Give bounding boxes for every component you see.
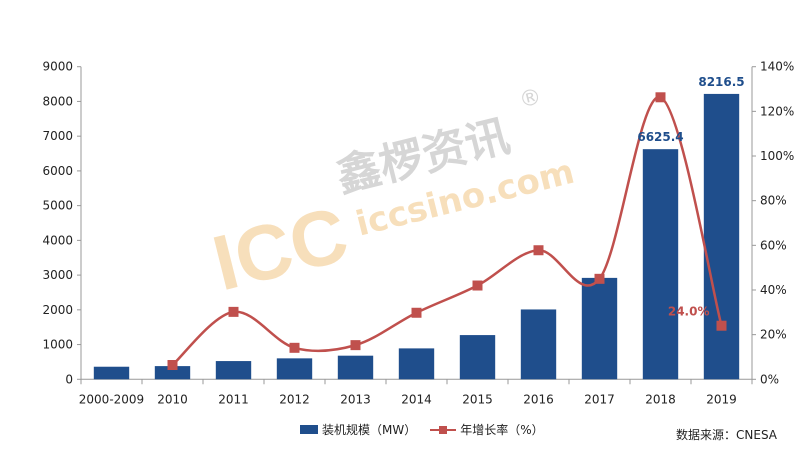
bar-2000-2009 (93, 366, 130, 380)
left-tick-label: 7000 (42, 129, 73, 143)
left-tick-label: 6000 (42, 164, 73, 178)
right-tick-label: 60% (760, 238, 787, 252)
growth-marker-2019 (716, 320, 727, 331)
bar-2014 (398, 348, 435, 380)
x-tick-label: 2017 (584, 392, 615, 406)
source-note: 数据来源：CNESA (676, 428, 777, 442)
bar-2016 (520, 309, 557, 380)
growth-marker-2017 (594, 273, 605, 284)
left-tick-label: 5000 (42, 199, 73, 213)
left-tick-label: 8000 (42, 94, 73, 108)
left-tick-label: 2000 (42, 303, 73, 317)
legend-line-swatch (430, 425, 457, 434)
growth-marker-2013 (350, 340, 361, 351)
growth-marker-2018 (655, 92, 666, 103)
data-label-bar-2018: 6625.4 (637, 130, 683, 144)
right-tick-label: 80% (760, 194, 787, 208)
right-tick-label: 140% (760, 60, 794, 74)
watermark-mark: ® (517, 84, 544, 114)
growth-marker-2011 (228, 306, 239, 317)
bar-2018 (642, 149, 679, 380)
watermark-logo: ICC 鑫椤资讯 iccsino.com ® (205, 84, 579, 307)
x-tick-label: 2018 (645, 392, 676, 406)
legend: 装机规模（MW） 年增长率（%） (300, 421, 544, 438)
bar-2010 (154, 366, 191, 380)
growth-marker-2015 (472, 280, 483, 291)
bar-2012 (276, 358, 313, 380)
watermark-icc: ICC (205, 189, 357, 307)
left-tick-label: 4000 (42, 233, 73, 247)
x-tick-label: 2011 (218, 392, 249, 406)
x-tick-label: 2015 (462, 392, 493, 406)
left-tick-label: 0 (65, 372, 73, 386)
x-tick-label: 2012 (279, 392, 310, 406)
x-tick-label: 2016 (523, 392, 554, 406)
growth-marker-2014 (411, 307, 422, 318)
growth-marker-2016 (533, 245, 544, 256)
legend-item-bar: 装机规模（MW） (300, 421, 416, 438)
right-tick-label: 40% (760, 283, 787, 297)
bar-2015 (459, 335, 496, 380)
bar-2019 (703, 93, 740, 380)
x-tick-label: 2000-2009 (79, 392, 144, 406)
growth-marker-2012 (289, 342, 300, 353)
data-label-bar-2019: 8216.5 (698, 75, 744, 89)
x-tick-label: 2013 (340, 392, 371, 406)
x-tick-label: 2019 (706, 392, 737, 406)
legend-bar-swatch (300, 425, 318, 434)
legend-item-line: 年增长率（%） (430, 421, 544, 438)
left-tick-label: 9000 (42, 60, 73, 74)
bar-2011 (215, 361, 252, 380)
growth-marker-2010 (167, 360, 178, 371)
bar-2013 (337, 355, 374, 380)
bar-2017 (581, 277, 618, 380)
data-label-line-2019: 24.0% (668, 305, 710, 319)
x-tick-label: 2010 (157, 392, 188, 406)
legend-line-label: 年增长率（%） (460, 423, 544, 437)
x-tick-label: 2014 (401, 392, 432, 406)
left-tick-label: 1000 (42, 338, 73, 352)
left-tick-label: 3000 (42, 268, 73, 282)
right-tick-label: 100% (760, 149, 794, 163)
right-tick-label: 20% (760, 328, 787, 342)
legend-bar-label: 装机规模（MW） (322, 423, 417, 437)
right-tick-label: 0% (760, 372, 779, 386)
right-tick-label: 120% (760, 104, 794, 118)
